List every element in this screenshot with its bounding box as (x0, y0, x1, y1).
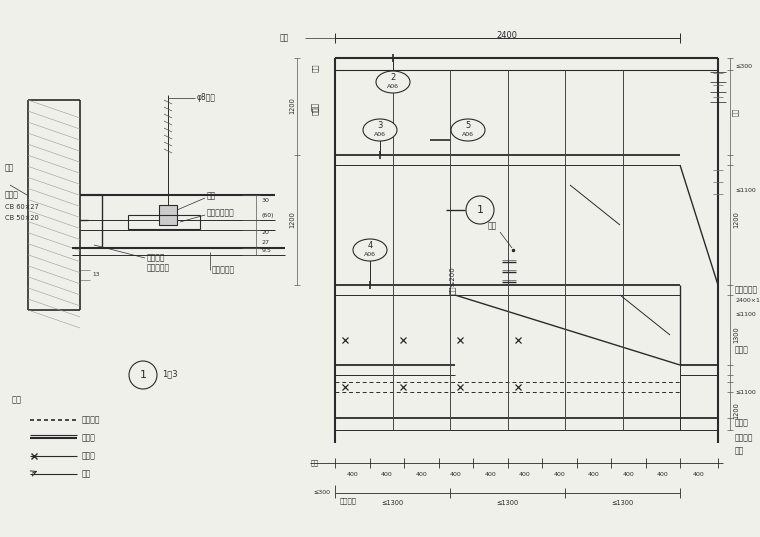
Text: 400: 400 (450, 473, 461, 477)
Text: 5: 5 (465, 120, 470, 129)
Text: 纸面石膏板: 纸面石膏板 (735, 286, 758, 294)
Text: 400: 400 (693, 473, 705, 477)
Text: A06: A06 (387, 84, 399, 90)
Text: 2400×1200×9.5: 2400×1200×9.5 (735, 299, 760, 303)
Text: 余藏: 余藏 (280, 33, 290, 42)
Text: 不上人主龙骨: 不上人主龙骨 (207, 208, 235, 217)
Text: 27: 27 (262, 240, 270, 244)
Text: 次龙骨: 次龙骨 (82, 433, 96, 442)
Text: 水口: 水口 (311, 101, 319, 111)
Text: 13: 13 (92, 272, 100, 278)
Text: 填撑龙骨: 填撑龙骨 (735, 433, 753, 442)
Text: 2400: 2400 (496, 32, 518, 40)
Text: 400: 400 (381, 473, 393, 477)
Text: 自攻螺丝: 自攻螺丝 (147, 253, 166, 263)
Ellipse shape (353, 239, 387, 261)
Text: 30: 30 (262, 198, 270, 202)
Text: (60): (60) (262, 213, 274, 217)
Text: 钉距≤200: 钉距≤200 (448, 266, 455, 294)
Text: 水口: 水口 (312, 107, 318, 115)
Ellipse shape (363, 119, 397, 141)
Text: 拉件: 拉件 (5, 163, 14, 172)
Circle shape (466, 196, 494, 224)
Text: 次龙骨: 次龙骨 (735, 345, 749, 354)
Text: 400: 400 (553, 473, 565, 477)
Text: 4: 4 (367, 241, 372, 250)
Text: A06: A06 (364, 252, 376, 258)
Bar (128, 215, 200, 229)
Text: A06: A06 (462, 133, 474, 137)
Text: φ8钢筋: φ8钢筋 (197, 93, 216, 103)
Text: 吊点: 吊点 (735, 446, 744, 455)
Bar (159, 205, 177, 225)
Text: 碰压铝嵌条: 碰压铝嵌条 (147, 264, 170, 272)
Text: 螺钉: 螺钉 (488, 221, 497, 230)
Text: A06: A06 (374, 133, 386, 137)
Text: 水口: 水口 (732, 108, 738, 116)
Text: 填撑龙骨: 填撑龙骨 (82, 416, 100, 425)
Text: 400: 400 (416, 473, 427, 477)
Text: 1: 1 (477, 205, 483, 215)
Text: ≤300: ≤300 (313, 490, 330, 496)
Text: 注：: 注： (12, 395, 22, 404)
Text: 400: 400 (484, 473, 496, 477)
Text: 1：3: 1：3 (162, 369, 178, 379)
Text: ≤1300: ≤1300 (496, 500, 518, 506)
Text: 余藏: 余藏 (312, 64, 318, 72)
Text: 400: 400 (588, 473, 600, 477)
Text: 吸件: 吸件 (207, 192, 217, 200)
Text: ≤1100: ≤1100 (735, 187, 755, 192)
Text: 400: 400 (347, 473, 358, 477)
Text: 主龙骨: 主龙骨 (82, 452, 96, 461)
Text: 1200: 1200 (289, 98, 295, 114)
Text: ≤1300: ≤1300 (381, 500, 403, 506)
Text: ≤1100: ≤1100 (735, 313, 755, 317)
Text: 纸面石膏板: 纸面石膏板 (212, 265, 235, 274)
Text: 400: 400 (519, 473, 530, 477)
Text: 400: 400 (657, 473, 669, 477)
Text: 余藏: 余藏 (311, 460, 319, 466)
Text: 1300: 1300 (733, 326, 739, 343)
Text: 1200: 1200 (733, 212, 739, 228)
Text: 9.5: 9.5 (262, 248, 272, 252)
Text: ≤1100: ≤1100 (735, 390, 755, 395)
Text: 2: 2 (391, 72, 396, 82)
Text: 吊点: 吊点 (82, 469, 91, 478)
Text: 20: 20 (262, 229, 270, 235)
Text: 400: 400 (622, 473, 634, 477)
Text: CB 60×27: CB 60×27 (5, 204, 39, 210)
Text: 次龙骨: 次龙骨 (5, 191, 19, 200)
Ellipse shape (451, 119, 485, 141)
Text: 1200: 1200 (733, 403, 739, 419)
Text: 1200: 1200 (289, 212, 295, 228)
Text: 3: 3 (377, 120, 383, 129)
Text: 主龙骨: 主龙骨 (735, 418, 749, 427)
Text: ≤1300: ≤1300 (611, 500, 633, 506)
Text: 吊点中距: 吊点中距 (340, 498, 357, 504)
Text: CB 50×20: CB 50×20 (5, 215, 39, 221)
Ellipse shape (376, 71, 410, 93)
Text: 1: 1 (140, 370, 147, 380)
Text: ≤300: ≤300 (735, 64, 752, 69)
